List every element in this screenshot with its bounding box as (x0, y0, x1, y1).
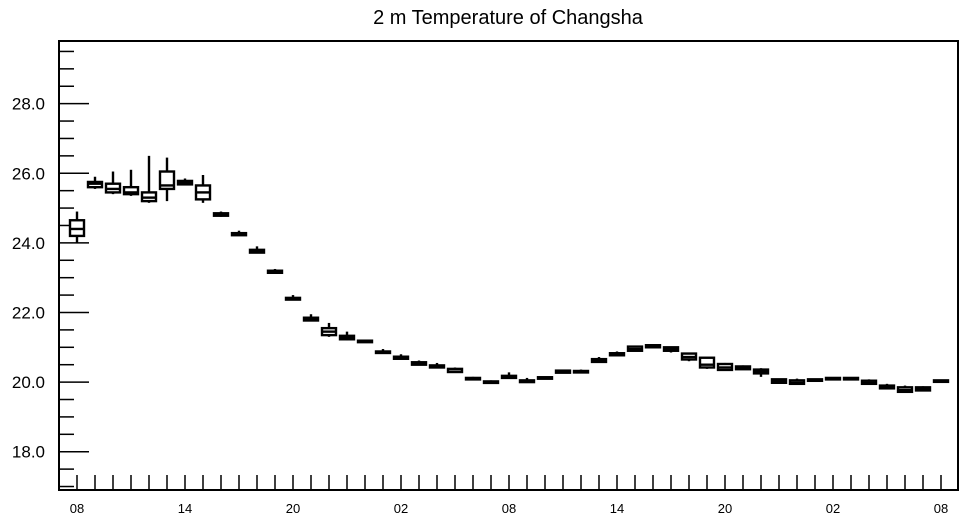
x-tick-label: 08 (934, 501, 948, 516)
box-plot-item (644, 344, 662, 349)
x-tick-label: 20 (718, 501, 732, 516)
box-plot-item (284, 295, 302, 301)
box-plot-item (140, 155, 158, 203)
box-plot-item (176, 178, 194, 186)
box-plot-item (320, 322, 338, 337)
box (122, 185, 140, 196)
box-plot-item (500, 372, 518, 380)
y-tick-label: 26.0 (12, 164, 45, 183)
x-tick-label: 02 (826, 501, 840, 516)
plot-area (68, 155, 950, 394)
y-tick-label: 28.0 (12, 95, 45, 114)
box-plot-item (230, 230, 248, 237)
box-plot-item (68, 211, 86, 243)
box-plot-item (914, 386, 932, 392)
box-plot-item (860, 379, 878, 386)
box-plot-item (212, 211, 230, 217)
x-tick-label: 20 (286, 501, 300, 516)
box-plot-item (806, 378, 824, 383)
box-plot-item (158, 157, 176, 202)
box-plot-item (410, 360, 428, 366)
box-plot-item (104, 171, 122, 195)
box-plot-item (356, 339, 374, 344)
plot-frame (58, 40, 959, 491)
box-plot-item (248, 246, 266, 254)
box-plot-item (932, 379, 950, 384)
y-tick-label: 22.0 (12, 303, 45, 322)
x-tick-label: 02 (394, 501, 408, 516)
box-plot-item (626, 345, 644, 352)
box-plot-item (698, 356, 716, 369)
box-plot-item (896, 385, 914, 394)
box-plot-item (788, 378, 806, 386)
y-axis: 18.0 20.0 22.0 24.0 26.0 28.0 (12, 50, 89, 488)
box-plot-item (266, 268, 284, 275)
box-plot-item (716, 362, 734, 372)
y-tick-label: 18.0 (12, 443, 45, 462)
box-plot-item (392, 354, 410, 360)
box-plot-item (752, 368, 770, 377)
x-tick-label: 14 (610, 501, 624, 516)
box-plot-item (518, 377, 536, 384)
box-plot-item (824, 376, 842, 381)
y-tick-label: 24.0 (12, 234, 45, 253)
box-plot-item (464, 376, 482, 381)
x-tick-label: 08 (502, 501, 516, 516)
x-axis: 08 14 20 02 08 14 20 02 08 (70, 475, 948, 516)
box-plot-item (572, 369, 590, 374)
box-plot-item (86, 176, 104, 189)
box-plot-item (338, 331, 356, 341)
x-tick-label: 14 (178, 501, 192, 516)
box-plot-item (554, 369, 572, 374)
chart-title: 2 m Temperature of Changsha (373, 7, 644, 29)
box (698, 356, 716, 369)
box-plot-item (374, 349, 392, 355)
y-tick-label: 20.0 (12, 373, 45, 392)
box-plot-item (680, 352, 698, 362)
box-plot-item (122, 169, 140, 196)
box-plot-item (842, 376, 860, 381)
box-plot-item (482, 380, 500, 385)
box-plot-item (428, 362, 446, 369)
box-plot-item (662, 346, 680, 353)
box-plot-item (608, 351, 626, 357)
box-plot-item (590, 357, 608, 364)
box-plot-item (878, 383, 896, 390)
box-plot-item (734, 365, 752, 371)
box-plot-item (446, 367, 464, 374)
x-tick-label: 08 (70, 501, 84, 516)
box-plot-item (536, 376, 554, 380)
box-plot-item (770, 378, 788, 384)
box-plot-item (194, 175, 212, 203)
box-plot-item (302, 314, 320, 322)
